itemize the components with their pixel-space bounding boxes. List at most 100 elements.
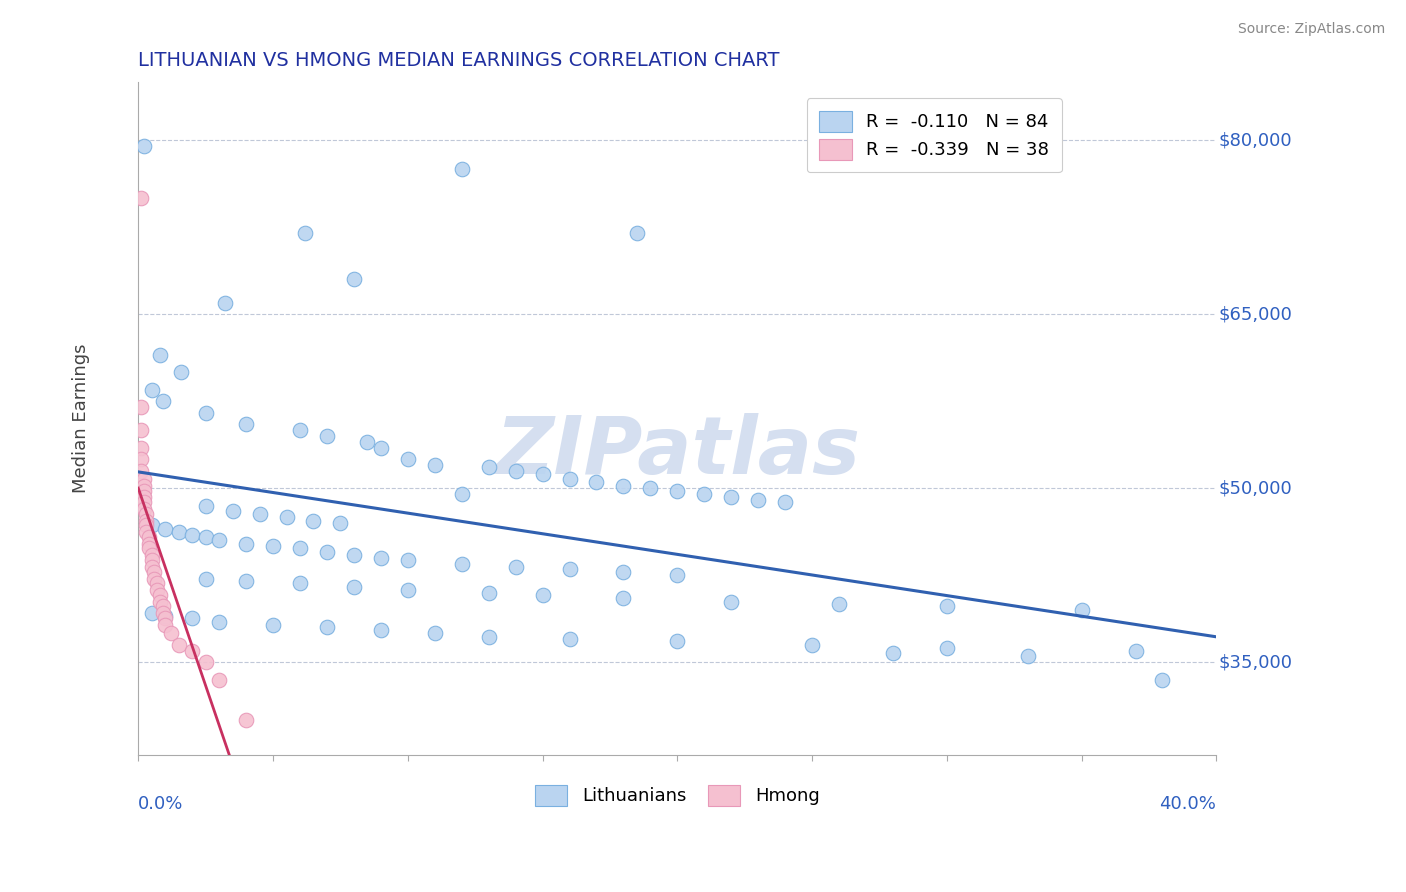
Text: $80,000: $80,000 [1219,131,1292,149]
Point [478,630,501,644]
Point [129,452,152,467]
Point [129,441,152,455]
Point [720,595,742,609]
Point [612,565,634,579]
Point [152,394,174,409]
Point [149,348,172,362]
Point [129,423,152,437]
Point [370,550,392,565]
Point [558,562,581,576]
Text: 0.0%: 0.0% [138,796,184,814]
Point [720,491,742,505]
Point [828,597,851,611]
Point [316,429,339,443]
Point [585,475,607,490]
Point [626,226,648,240]
Point [640,481,662,495]
Point [129,400,152,414]
Point [170,365,193,379]
Point [370,623,392,637]
Point [235,713,257,727]
Point [935,641,957,656]
Point [249,507,271,521]
Point [155,618,177,632]
Point [747,492,769,507]
Point [181,611,204,625]
Point [221,504,243,518]
Point [129,191,152,205]
Point [505,464,527,478]
Point [288,576,311,591]
Text: LITHUANIAN VS HMONG MEDIAN EARNINGS CORRELATION CHART: LITHUANIAN VS HMONG MEDIAN EARNINGS CORR… [138,51,780,70]
Text: $35,000: $35,000 [1219,653,1292,671]
Point [235,537,257,551]
Point [288,541,311,556]
Point [558,472,581,486]
Point [132,502,155,516]
Point [935,599,957,614]
Point [194,499,217,513]
Point [276,510,298,524]
Point [149,595,172,609]
Point [143,565,166,579]
Point [194,655,217,669]
Text: ZIPatlas: ZIPatlas [495,413,860,491]
Point [396,583,419,598]
Point [135,518,157,533]
Point [167,525,190,540]
Text: Median Earnings: Median Earnings [72,344,90,493]
Text: $50,000: $50,000 [1219,479,1292,497]
Point [132,491,155,505]
Point [1125,643,1147,657]
Point [138,541,160,556]
Point [343,549,366,563]
Point [882,646,904,660]
Point [143,572,166,586]
Point [146,576,169,591]
Point [214,295,236,310]
Point [181,643,204,657]
Point [666,483,689,498]
Point [194,572,217,586]
Point [294,226,316,240]
Point [343,580,366,594]
Point [194,406,217,420]
Point [666,634,689,648]
Point [167,638,190,652]
Point [262,618,284,632]
Point [370,441,392,455]
Point [1070,603,1092,617]
Point [152,607,174,621]
Point [149,588,172,602]
Point [135,514,157,528]
Point [155,522,177,536]
Point [132,495,155,509]
Point [329,516,352,530]
Point [505,560,527,574]
Text: $65,000: $65,000 [1219,305,1292,323]
Point [316,545,339,559]
Point [478,585,501,599]
Point [396,553,419,567]
Point [141,607,163,621]
Legend: Lithuanians, Hmong: Lithuanians, Hmong [527,778,827,814]
Point [316,620,339,634]
Point [152,599,174,614]
Point [235,417,257,432]
Point [135,507,157,521]
Point [141,553,163,567]
Point [450,557,472,571]
Point [132,139,155,153]
Point [423,458,446,472]
Point [531,588,554,602]
Point [159,626,181,640]
Text: 40.0%: 40.0% [1160,796,1216,814]
Point [146,583,169,598]
Point [450,487,472,501]
Point [612,591,634,606]
Point [666,568,689,582]
Point [141,518,163,533]
Point [450,162,472,177]
Point [181,527,204,541]
Point [343,272,366,286]
